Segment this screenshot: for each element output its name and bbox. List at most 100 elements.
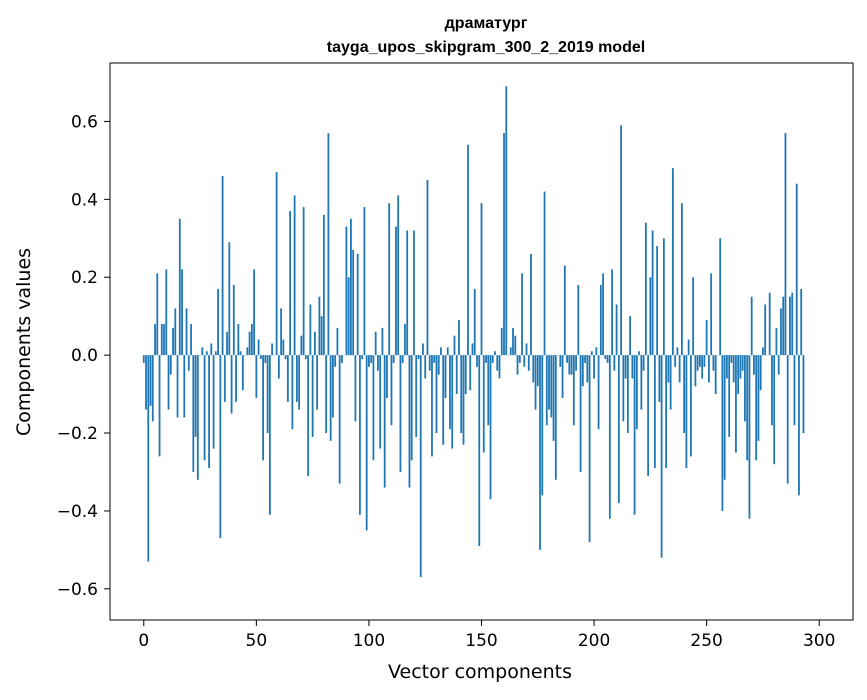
bar <box>492 355 494 363</box>
bar <box>328 133 330 355</box>
bar <box>298 355 300 410</box>
bar <box>253 269 255 355</box>
bar <box>490 355 492 499</box>
bar <box>409 355 411 487</box>
chart-title: драматург <box>445 15 528 32</box>
bar <box>602 273 604 355</box>
bar <box>445 355 447 398</box>
bar <box>555 355 557 480</box>
x-tick-label: 50 <box>246 631 268 651</box>
bar <box>749 355 751 519</box>
bar <box>604 355 606 359</box>
bar <box>663 238 665 355</box>
bar <box>751 297 753 355</box>
bar <box>206 351 208 355</box>
bar <box>429 355 431 371</box>
bar <box>643 355 645 371</box>
bar <box>449 355 451 429</box>
bar <box>285 355 287 359</box>
bar <box>271 343 273 355</box>
bar <box>458 320 460 355</box>
bar <box>373 355 375 460</box>
bar <box>652 230 654 355</box>
bar <box>501 328 503 355</box>
bar <box>685 355 687 468</box>
bar <box>634 355 636 515</box>
bar <box>382 328 384 355</box>
bar <box>627 355 629 433</box>
bar <box>469 355 471 390</box>
bar <box>487 355 489 425</box>
bar <box>161 324 163 355</box>
bar <box>224 355 226 402</box>
bar <box>316 355 318 410</box>
bar <box>188 355 190 371</box>
bar <box>433 355 435 363</box>
bar <box>168 355 170 410</box>
bar <box>505 86 507 355</box>
bar <box>699 355 701 367</box>
bar <box>215 351 217 355</box>
bar <box>535 355 537 410</box>
bar <box>438 355 440 374</box>
bar <box>658 355 660 402</box>
bar <box>465 355 467 394</box>
bar <box>713 355 715 371</box>
bar <box>481 203 483 355</box>
bar <box>672 168 674 355</box>
bar <box>706 320 708 355</box>
bar <box>195 355 197 437</box>
bar <box>746 355 748 460</box>
bar <box>731 355 733 363</box>
bar <box>197 355 199 480</box>
bar <box>309 305 311 356</box>
chart-subtitle: tayga_upos_skipgram_300_2_2019 model <box>327 39 645 56</box>
bar <box>622 355 624 421</box>
bar <box>386 355 388 398</box>
bar <box>341 355 343 363</box>
bar <box>537 355 539 386</box>
y-axis-label: Components values <box>13 248 35 436</box>
y-tick-label: 0.0 <box>71 346 98 366</box>
bar <box>233 285 235 355</box>
bar <box>708 355 710 382</box>
bar <box>796 184 798 355</box>
bar <box>456 355 458 394</box>
bar <box>607 355 609 363</box>
bar <box>512 328 514 355</box>
bar <box>544 192 546 356</box>
bar <box>773 355 775 464</box>
bar <box>575 355 577 371</box>
bar <box>323 215 325 355</box>
bar <box>758 355 760 441</box>
bar <box>235 355 237 402</box>
bar <box>519 355 521 363</box>
bar <box>580 355 582 472</box>
x-tick-label: 100 <box>353 631 385 651</box>
bar <box>267 355 269 433</box>
bar <box>665 355 667 468</box>
bar <box>667 355 669 382</box>
bar <box>420 355 422 577</box>
bar <box>740 355 742 378</box>
bar <box>402 355 404 363</box>
bar <box>722 355 724 511</box>
bar <box>737 355 739 394</box>
bar <box>559 355 561 367</box>
bar <box>150 355 152 406</box>
bar <box>460 355 462 433</box>
bar <box>499 355 501 378</box>
bar <box>728 355 730 437</box>
y-tick-label: 0.6 <box>71 112 98 132</box>
bar <box>701 355 703 378</box>
bar <box>595 347 597 355</box>
bar <box>573 355 575 425</box>
bar <box>269 355 271 515</box>
bar <box>377 355 379 371</box>
bar <box>733 355 735 382</box>
bar <box>794 355 796 425</box>
bar <box>785 133 787 355</box>
bar <box>228 242 230 355</box>
